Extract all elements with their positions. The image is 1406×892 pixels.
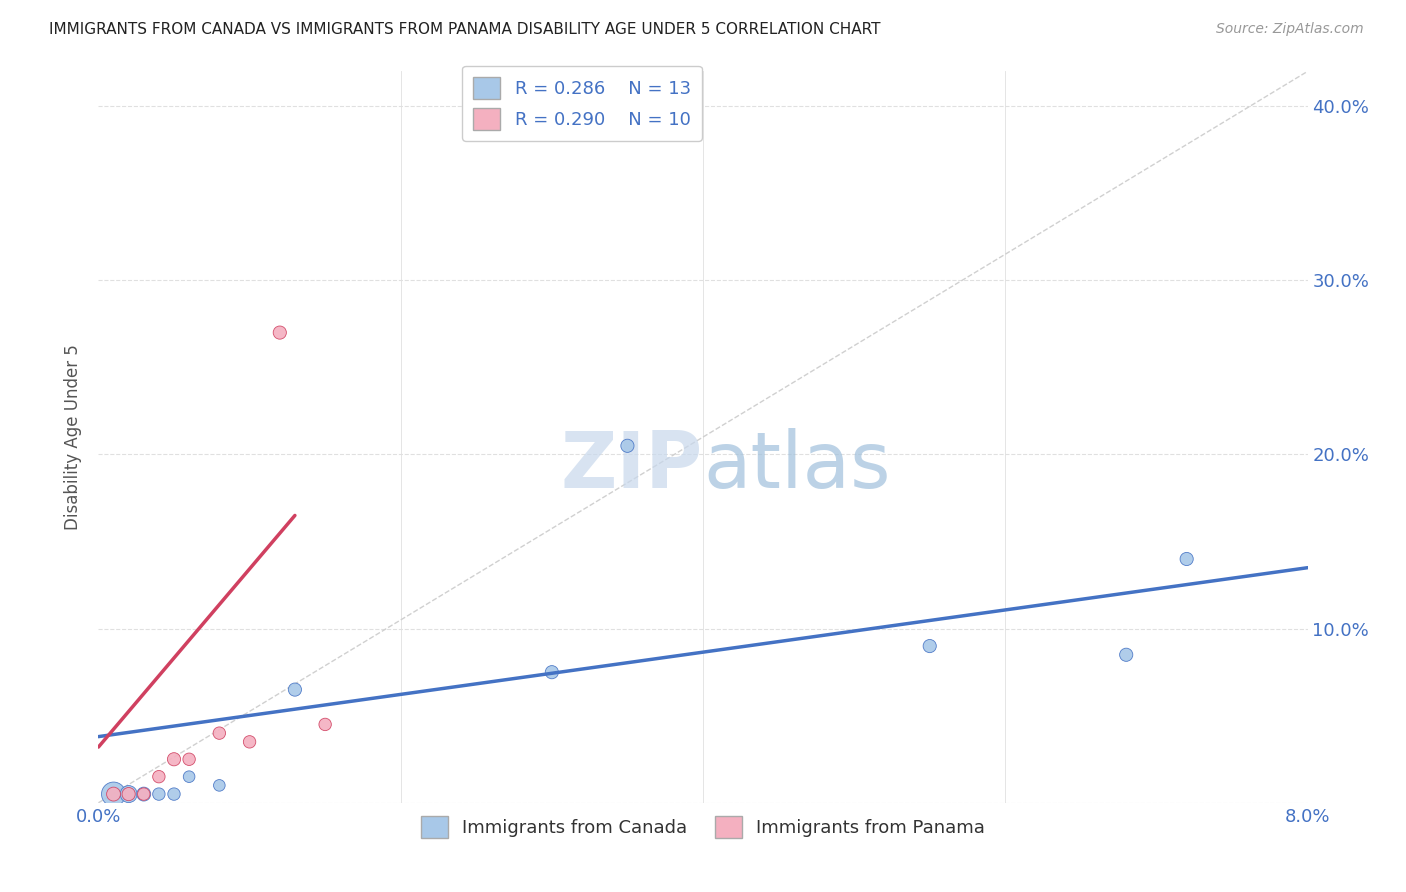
Point [103,787,125,801]
Text: atlas: atlas [703,428,890,504]
Point [118,787,141,801]
Text: IMMIGRANTS FROM CANADA VS IMMIGRANTS FROM PANAMA DISABILITY AGE UNDER 5 CORRELAT: IMMIGRANTS FROM CANADA VS IMMIGRANTS FRO… [49,22,880,37]
Point [132,787,155,801]
Point [132,787,155,801]
Point [269,326,291,340]
Point [148,787,170,801]
Point [179,752,201,766]
Text: ZIP: ZIP [561,428,703,504]
Point [208,778,231,792]
Point [179,770,201,784]
Text: Source: ZipAtlas.com: Source: ZipAtlas.com [1216,22,1364,37]
Point [1175,552,1198,566]
Legend: Immigrants from Canada, Immigrants from Panama: Immigrants from Canada, Immigrants from … [413,808,993,845]
Point [284,682,307,697]
Point [540,665,562,680]
Point [616,439,638,453]
Y-axis label: Disability Age Under 5: Disability Age Under 5 [65,344,83,530]
Point [1115,648,1137,662]
Point [118,787,141,801]
Point [103,787,125,801]
Point [314,717,336,731]
Point [208,726,231,740]
Point [918,639,941,653]
Point [163,787,186,801]
Point [163,752,186,766]
Point [239,735,262,749]
Point [148,770,170,784]
